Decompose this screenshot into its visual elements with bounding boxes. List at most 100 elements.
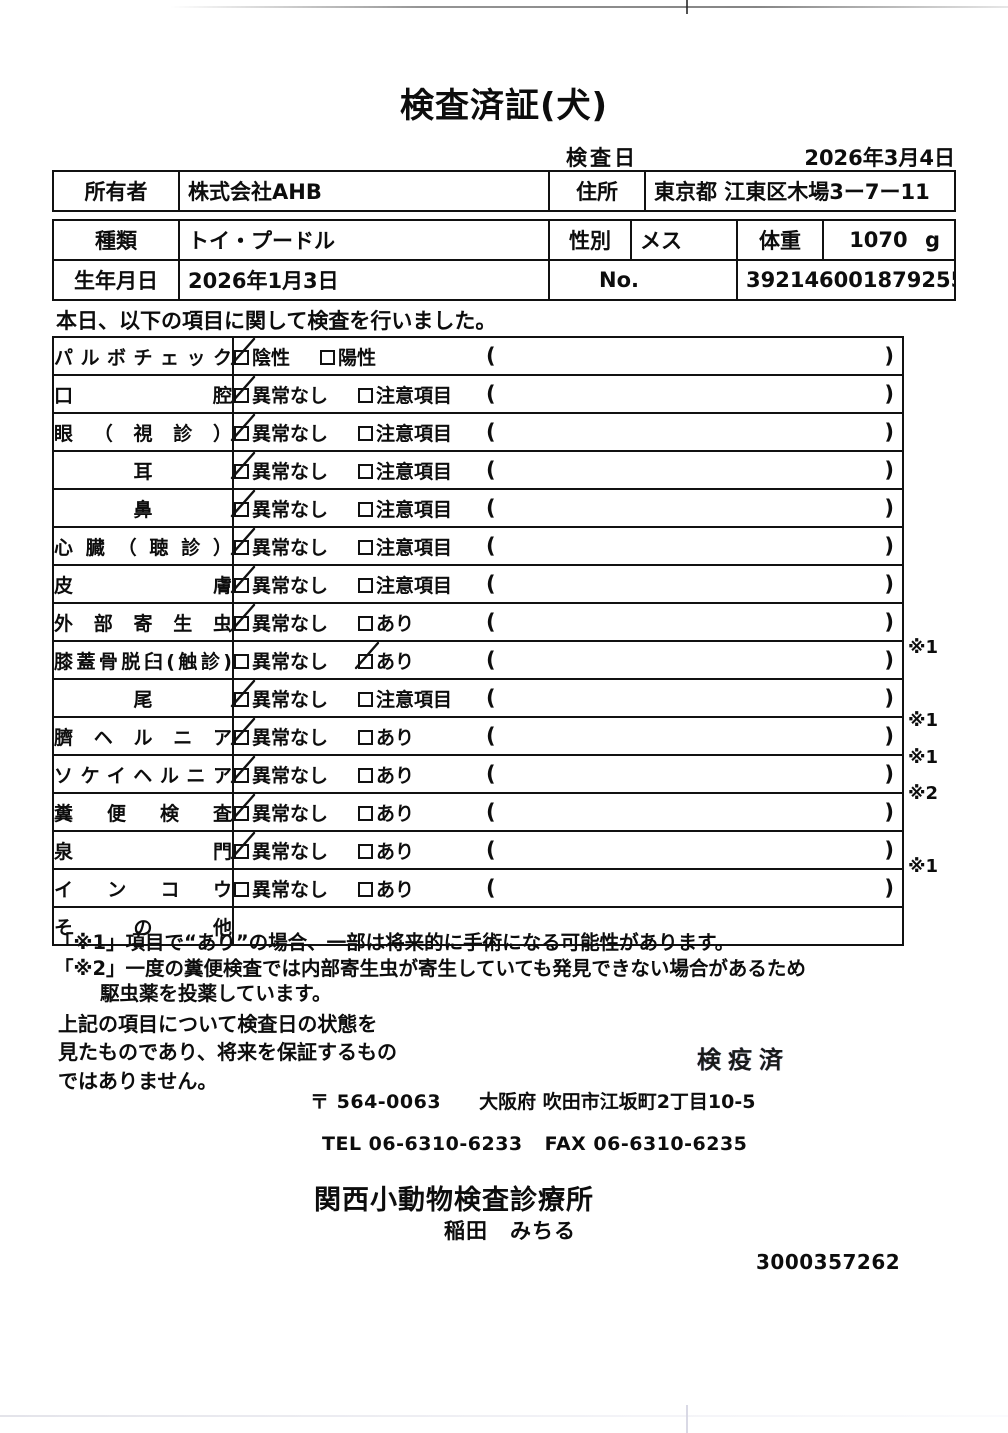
- checkbox-icon[interactable]: [234, 615, 249, 631]
- checklist-row: ソケイヘルニア 異常なし あり (): [52, 754, 904, 794]
- checkbox-option-1[interactable]: 異常なし: [234, 647, 328, 674]
- checkbox-icon[interactable]: [320, 349, 336, 365]
- checkbox-icon[interactable]: [358, 653, 374, 669]
- postal-mark-icon: 〒: [310, 1091, 330, 1113]
- checkbox-option-2[interactable]: あり: [358, 609, 414, 636]
- checkbox-icon[interactable]: [234, 425, 249, 441]
- checklist-row: 糞便検査 異常なし あり (): [52, 792, 904, 832]
- checkbox-icon[interactable]: [358, 539, 374, 555]
- checkbox-option-1[interactable]: 異常なし: [230, 831, 328, 864]
- checkbox-icon[interactable]: [234, 577, 249, 593]
- checklist-row: インコウ 異常なし あり (): [52, 868, 904, 908]
- checkbox-option-2[interactable]: あり: [354, 641, 414, 674]
- checkbox-icon[interactable]: [358, 577, 374, 593]
- checkbox-icon[interactable]: [234, 387, 249, 403]
- checklist-row-body: 異常なし あり (): [230, 716, 904, 756]
- checkbox-icon[interactable]: [358, 729, 374, 745]
- checkbox-icon[interactable]: [234, 843, 249, 859]
- checkbox-option-1[interactable]: 異常なし: [230, 489, 328, 522]
- checklist-row-body: 異常なし 注意項目 (): [230, 678, 904, 718]
- note-paren-close: ): [884, 838, 894, 862]
- checkbox-icon[interactable]: [358, 463, 374, 479]
- checkbox-option-1[interactable]: 異常なし: [230, 793, 328, 826]
- checkbox-icon[interactable]: [234, 805, 249, 821]
- checkbox-label: 注意項目: [376, 460, 453, 483]
- checkbox-icon[interactable]: [358, 425, 374, 441]
- checkbox-option-1[interactable]: 異常なし: [230, 603, 328, 636]
- checklist-row: 心臓（聴診） 異常なし 注意項目 (): [52, 526, 904, 566]
- checklist-row-label: そ の 他: [52, 906, 234, 946]
- checkbox-icon[interactable]: [358, 767, 374, 783]
- scan-edge-bottom-mark: [686, 1405, 688, 1433]
- no-value: 392146001879255: [736, 259, 956, 301]
- note-paren-open: (: [486, 458, 496, 482]
- checklist-row-body: 異常なし 注意項目 (): [230, 450, 904, 490]
- checkbox-icon[interactable]: [358, 387, 374, 403]
- note-paren-open: (: [486, 648, 496, 672]
- checkbox-option-1[interactable]: 異常なし: [230, 527, 328, 560]
- checkbox-icon[interactable]: [234, 881, 249, 897]
- checkbox-icon[interactable]: [358, 501, 374, 517]
- checkbox-label: 異常なし: [252, 650, 329, 673]
- checkbox-icon[interactable]: [234, 463, 249, 479]
- checkbox-option-1[interactable]: 陰性: [230, 337, 290, 370]
- checkbox-icon[interactable]: [358, 691, 374, 707]
- checkbox-option-2[interactable]: あり: [358, 761, 414, 788]
- checklist-row-label: 皮 膚: [52, 564, 234, 604]
- checkbox-option-2[interactable]: 注意項目: [358, 495, 452, 522]
- checklist-row-label: 眼（視診）: [52, 412, 234, 452]
- checkbox-option-2[interactable]: 陽性: [320, 343, 376, 370]
- checkbox-option-2[interactable]: あり: [358, 837, 414, 864]
- checkbox-option-2[interactable]: あり: [358, 875, 414, 902]
- checklist-row-label: ソケイヘルニア: [52, 754, 234, 794]
- checkbox-option-2[interactable]: あり: [358, 799, 414, 826]
- note-paren-open: (: [486, 838, 496, 862]
- checkbox-label: 異常なし: [252, 422, 329, 445]
- checkbox-option-1[interactable]: 異常なし: [234, 875, 328, 902]
- checkbox-option-1[interactable]: 異常なし: [230, 755, 328, 788]
- table-row: 所有者 株式会社AHB 住所 東京都 江東区木場3ー7ー11: [52, 170, 956, 212]
- note-paren-close: ): [884, 876, 894, 900]
- checklist-row: 泉 門異常なし あり (): [52, 830, 904, 870]
- checkbox-option-1[interactable]: 異常なし: [230, 679, 328, 712]
- checkbox-icon[interactable]: [358, 805, 374, 821]
- scan-edge-top: [170, 6, 1008, 8]
- checkbox-option-1[interactable]: 異常なし: [230, 717, 328, 750]
- checkbox-option-1[interactable]: 異常なし: [230, 451, 328, 484]
- checkbox-option-2[interactable]: 注意項目: [358, 457, 452, 484]
- checklist-row-body: 異常なし 注意項目 (): [230, 564, 904, 604]
- footnote-marker: ※1: [908, 856, 939, 877]
- checkbox-icon[interactable]: [358, 843, 374, 859]
- checkbox-icon[interactable]: [234, 691, 249, 707]
- checkbox-icon[interactable]: [234, 539, 249, 555]
- checkbox-icon[interactable]: [234, 767, 249, 783]
- checkbox-option-2[interactable]: 注意項目: [358, 571, 452, 598]
- checkbox-option-2[interactable]: 注意項目: [358, 381, 452, 408]
- checkbox-option-2[interactable]: あり: [358, 723, 414, 750]
- checkbox-icon[interactable]: [234, 501, 249, 517]
- checkbox-icon[interactable]: [234, 349, 249, 365]
- note-paren-close: ): [884, 496, 894, 520]
- postal-code: 〒 564-0063: [310, 1091, 441, 1113]
- checklist-row-body: 異常なし 注意項目 (): [230, 526, 904, 566]
- note-paren-close: ): [884, 458, 894, 482]
- checkbox-option-1[interactable]: 異常なし: [230, 565, 328, 598]
- checklist-row-body: 陰性 陽性 (): [230, 336, 904, 376]
- checkbox-option-2[interactable]: 注意項目: [358, 533, 452, 560]
- checklist-row-label: 鼻: [52, 488, 234, 528]
- checklist-row-label: 耳: [52, 450, 234, 490]
- checkbox-option-2[interactable]: 注意項目: [358, 419, 452, 446]
- checklist-intro: 本日、以下の項目に関して検査を行いました。: [56, 309, 497, 333]
- checklist-row-label: インコウ: [52, 868, 234, 908]
- checklist-row: パルボチェック 陰性 陽性 (): [52, 336, 904, 376]
- sex-value: メス: [630, 219, 738, 261]
- checkbox-option-1[interactable]: 異常なし: [230, 413, 329, 446]
- checkbox-icon[interactable]: [234, 653, 249, 669]
- checkbox-icon[interactable]: [234, 729, 249, 745]
- checkbox-label: 注意項目: [376, 536, 453, 559]
- checkbox-option-1[interactable]: 異常なし: [230, 375, 328, 408]
- address-value: 東京都 江東区木場3ー7ー11: [644, 170, 956, 212]
- checkbox-icon[interactable]: [358, 615, 374, 631]
- checkbox-icon[interactable]: [358, 881, 374, 897]
- checkbox-option-2[interactable]: 注意項目: [358, 685, 452, 712]
